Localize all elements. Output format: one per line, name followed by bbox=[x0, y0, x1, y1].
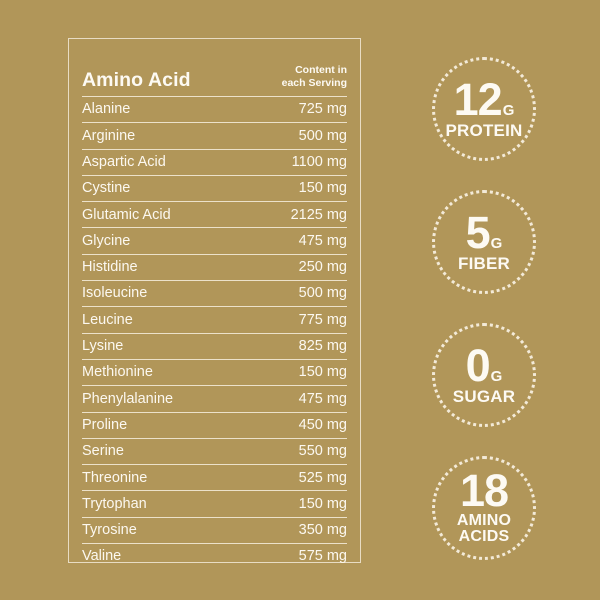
amino-acid-name: Arginine bbox=[82, 127, 136, 144]
amino-acid-amount: 2125 mg bbox=[290, 206, 347, 223]
amino-acid-amount: 150 mg bbox=[298, 180, 347, 197]
amino-acid-amount: 525 mg bbox=[298, 469, 347, 486]
nutrition-badge: 18 AMINO ACIDS bbox=[414, 443, 554, 576]
table-row: Glycine 475 mg bbox=[82, 227, 347, 253]
table-row: Arginine 500 mg bbox=[82, 122, 347, 148]
amino-acid-amount: 475 mg bbox=[298, 390, 347, 407]
amino-acid-name: Cystine bbox=[82, 180, 131, 197]
badge-value: 5 bbox=[465, 207, 491, 259]
badge-content: 0 G SUGAR bbox=[414, 310, 554, 443]
amino-acid-name: Phenylalanine bbox=[82, 390, 174, 407]
table-row: Phenylalanine 475 mg bbox=[82, 385, 347, 411]
dotted-circle-icon bbox=[432, 322, 536, 427]
badge-value-row: 18 bbox=[459, 465, 509, 517]
amino-acid-name: Tyrosine bbox=[82, 522, 137, 539]
dotted-circle-icon bbox=[432, 56, 536, 161]
table-row: Proline 450 mg bbox=[82, 411, 347, 438]
amino-acid-name: Methionine bbox=[82, 364, 153, 381]
amino-acid-amount: 575 mg bbox=[298, 548, 347, 565]
badge-value: 18 bbox=[459, 465, 509, 517]
table-row: Methionine 150 mg bbox=[82, 358, 347, 385]
amino-acid-amount: 150 mg bbox=[298, 495, 347, 512]
table-row: Valine 575 mg bbox=[82, 543, 347, 569]
table-row: Leucine 775 mg bbox=[82, 306, 347, 332]
badge-label-line1: SUGAR bbox=[452, 386, 516, 406]
amino-acid-name: Histidine bbox=[82, 259, 138, 276]
badge-label-line1: AMINO bbox=[456, 511, 512, 529]
amino-acid-name: Serine bbox=[82, 443, 124, 460]
badge-content: 18 AMINO ACIDS bbox=[414, 443, 554, 576]
badge-label-line1: PROTEIN bbox=[445, 120, 523, 140]
badge-unit: G bbox=[502, 102, 515, 120]
amino-acid-table-panel: Amino Acid Content in each Serving Alani… bbox=[68, 38, 361, 563]
amino-acid-name: Trytophan bbox=[82, 495, 147, 512]
column-header-line1: Content in bbox=[295, 64, 347, 77]
amino-acid-amount: 725 mg bbox=[298, 101, 347, 118]
amino-acid-amount: 500 mg bbox=[298, 285, 347, 302]
table-row: Threonine 525 mg bbox=[82, 464, 347, 490]
badge-label: PROTEIN bbox=[445, 120, 523, 140]
badge-content: 12 G PROTEIN bbox=[414, 44, 554, 177]
badge-label: FIBER bbox=[458, 253, 510, 273]
badge-label-line2: ACIDS bbox=[458, 528, 510, 546]
table-row: Trytophan 150 mg bbox=[82, 490, 347, 516]
amino-acid-amount: 1100 mg bbox=[291, 153, 347, 170]
badge-unit: G bbox=[490, 235, 503, 253]
badge-value: 0 bbox=[465, 340, 491, 392]
table-row: Lysine 825 mg bbox=[82, 332, 347, 359]
table-row: Isoleucine 500 mg bbox=[82, 280, 347, 306]
table-row: Tyrosine 350 mg bbox=[82, 516, 347, 543]
nutrition-badge: 5 G FIBER bbox=[414, 177, 554, 310]
page-title: Amino Acid bbox=[82, 68, 191, 91]
amino-acid-name: Lysine bbox=[82, 338, 124, 355]
badge-label-line1: FIBER bbox=[458, 253, 510, 273]
badge-unit: G bbox=[490, 368, 503, 386]
column-header-serving: Content in each Serving bbox=[282, 64, 347, 94]
amino-acid-name: Proline bbox=[82, 416, 128, 433]
table-row: Histidine 250 mg bbox=[82, 253, 347, 280]
amino-acid-name: Threonine bbox=[82, 469, 148, 486]
dotted-circle-icon bbox=[432, 455, 536, 560]
column-header-line2: each Serving bbox=[281, 77, 347, 90]
amino-acid-name: Valine bbox=[82, 548, 122, 565]
badge-value: 12 bbox=[453, 74, 503, 126]
table-row: Alanine 725 mg bbox=[82, 96, 347, 122]
amino-acid-amount: 150 mg bbox=[298, 364, 347, 381]
dotted-circle-icon bbox=[432, 189, 536, 294]
table-row: Cystine 150 mg bbox=[82, 174, 347, 201]
amino-acid-amount: 250 mg bbox=[298, 259, 347, 276]
amino-acid-amount: 450 mg bbox=[298, 416, 347, 433]
badge-label: SUGAR bbox=[452, 386, 516, 406]
amino-acid-name: Alanine bbox=[82, 101, 131, 118]
nutrition-badge-list: 12 G PROTEIN 5 G FIBER 0 G SUGAR 18 AMINO ACIDS bbox=[414, 44, 554, 576]
badge-label: AMINO ACIDS bbox=[456, 511, 512, 546]
amino-acid-name: Glutamic Acid bbox=[82, 206, 171, 223]
amino-acid-amount: 350 mg bbox=[298, 522, 347, 539]
amino-acid-row-list: Alanine 725 mg Arginine 500 mg Aspartic Acid… bbox=[82, 96, 347, 569]
amino-acid-name: Glycine bbox=[82, 232, 131, 249]
table-row: Serine 550 mg bbox=[82, 437, 347, 464]
nutrition-badge: 0 G SUGAR bbox=[414, 310, 554, 443]
badge-value-row: 12 G bbox=[453, 74, 515, 126]
amino-acid-amount: 825 mg bbox=[298, 338, 347, 355]
badge-content: 5 G FIBER bbox=[414, 177, 554, 310]
table-row: Aspartic Acid 1100 mg bbox=[82, 148, 347, 175]
amino-acid-amount: 500 mg bbox=[298, 127, 347, 144]
table-header: Amino Acid Content in each Serving bbox=[82, 39, 347, 96]
amino-acid-name: Leucine bbox=[82, 311, 133, 328]
amino-acid-amount: 550 mg bbox=[298, 443, 347, 460]
table-row: Glutamic Acid 2125 mg bbox=[82, 201, 347, 227]
amino-acid-amount: 775 mg bbox=[298, 311, 347, 328]
amino-acid-name: Isoleucine bbox=[82, 285, 148, 302]
nutrition-badge: 12 G PROTEIN bbox=[414, 44, 554, 177]
amino-acid-name: Aspartic Acid bbox=[82, 153, 166, 170]
amino-acid-amount: 475 mg bbox=[298, 232, 347, 249]
